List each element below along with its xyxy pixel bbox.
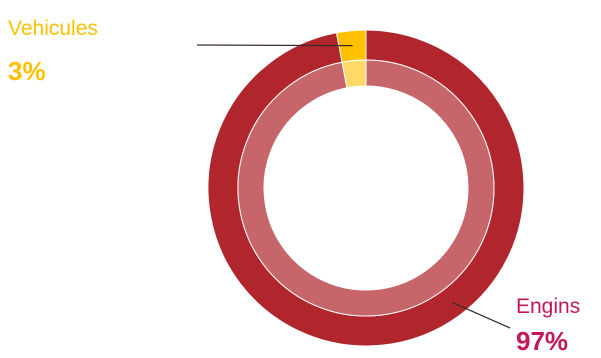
slices-group [207,29,525,347]
slice-engins-inner [237,59,495,317]
leader-line-engins [451,301,511,329]
vehicules-label: Vehicules [8,17,98,40]
engins-label: Engins [516,295,581,318]
vehicules-value: 3% [8,56,46,86]
engins-value: 97% [516,326,569,356]
leader-lines-group [196,44,511,329]
leader-line-vehicules [196,44,353,47]
